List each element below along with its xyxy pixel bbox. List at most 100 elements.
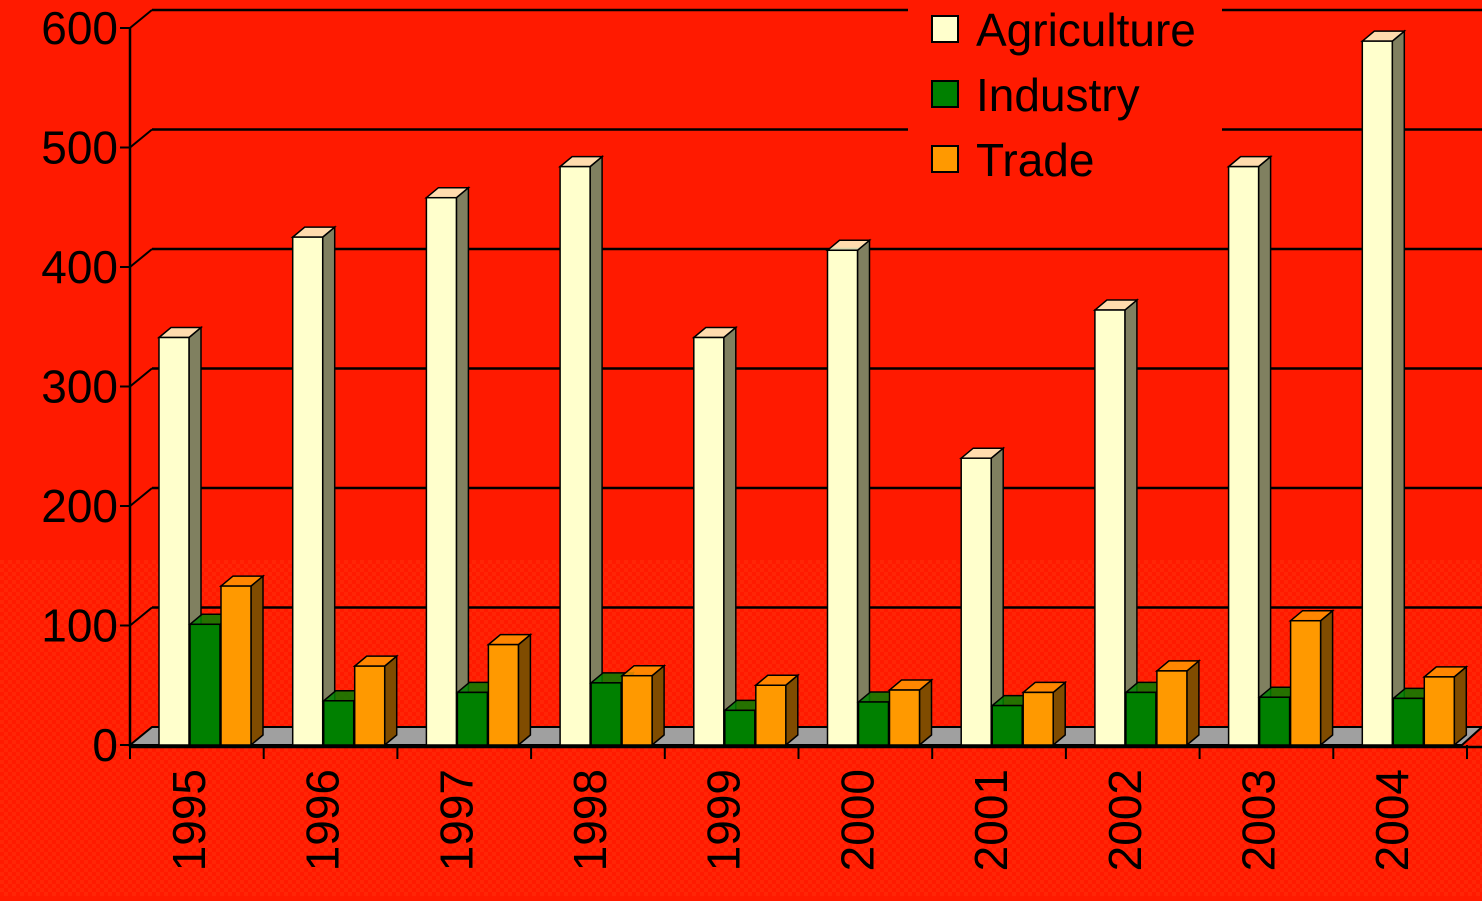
bar-side bbox=[1124, 298, 1138, 747]
bar-front bbox=[693, 336, 725, 746]
x-tick-label: 2004 bbox=[1366, 769, 1418, 871]
bar-agriculture-1995 bbox=[156, 325, 204, 747]
bar-trade-2002 bbox=[1154, 659, 1201, 747]
gridline-diagonal bbox=[129, 9, 153, 29]
y-tick-label: 600 bbox=[41, 2, 118, 54]
bar-side bbox=[321, 225, 336, 747]
bar-side bbox=[455, 186, 470, 747]
bar-trade-1996 bbox=[352, 654, 399, 747]
legend-swatch bbox=[931, 145, 959, 173]
x-tick-label: 1998 bbox=[564, 769, 616, 871]
bar-trade-1998 bbox=[620, 664, 667, 747]
bar-agriculture-2002 bbox=[1092, 298, 1139, 747]
bar-trade-1999 bbox=[753, 673, 800, 747]
gridline-diagonal bbox=[129, 487, 153, 507]
bar-front bbox=[1156, 670, 1188, 746]
bar-agriculture-1997 bbox=[424, 186, 471, 747]
bar-front bbox=[425, 196, 458, 746]
bar-agriculture-2000 bbox=[825, 238, 872, 747]
bar-front bbox=[1289, 619, 1322, 746]
bar-side bbox=[1186, 659, 1200, 747]
bars bbox=[156, 29, 1469, 747]
bar-agriculture-2001 bbox=[959, 446, 1006, 747]
bar-front bbox=[291, 236, 324, 746]
bar-trade-2003 bbox=[1288, 609, 1335, 747]
y-tick-label: 200 bbox=[41, 480, 118, 532]
gridline-diagonal bbox=[129, 367, 153, 388]
bar-side bbox=[589, 155, 603, 747]
bar-front bbox=[590, 682, 622, 746]
bar-front bbox=[1392, 697, 1425, 746]
bar-agriculture-1998 bbox=[558, 155, 605, 747]
bar-front bbox=[456, 691, 489, 746]
gridline-diagonal bbox=[129, 606, 153, 627]
bar-side bbox=[517, 633, 532, 747]
legend-box bbox=[908, 0, 1222, 190]
bar-side bbox=[856, 238, 871, 747]
x-tick-label: 1997 bbox=[430, 769, 482, 871]
y-tick-label: 300 bbox=[41, 361, 118, 413]
bar-front bbox=[1125, 691, 1157, 746]
x-tick-label: 1999 bbox=[698, 769, 750, 871]
bar-side bbox=[918, 678, 933, 747]
bar-front bbox=[1423, 676, 1456, 746]
x-tick-label: 1995 bbox=[163, 769, 215, 871]
bar-front bbox=[888, 689, 921, 746]
bar-side bbox=[1453, 665, 1468, 747]
bar-side bbox=[1391, 29, 1406, 747]
bar-front bbox=[353, 665, 386, 746]
bar-agriculture-2004 bbox=[1360, 29, 1407, 747]
bar-front bbox=[1094, 309, 1126, 746]
bar-front bbox=[1227, 165, 1260, 746]
bar-trade-2001 bbox=[1021, 680, 1068, 747]
legend-swatch bbox=[931, 80, 959, 108]
y-tick-label: 400 bbox=[41, 241, 118, 293]
bar-side bbox=[383, 654, 398, 747]
bar-front bbox=[487, 643, 520, 746]
bar-agriculture-1996 bbox=[290, 225, 337, 747]
legend-label: Trade bbox=[976, 134, 1094, 186]
bar-front bbox=[189, 623, 221, 746]
legend: Agriculture Industry Trade bbox=[908, 0, 1222, 190]
x-tick-label: 1996 bbox=[297, 769, 349, 871]
bar-front bbox=[220, 585, 252, 746]
bar-front bbox=[1361, 40, 1394, 746]
y-tick-label: 0 bbox=[92, 719, 118, 771]
bar-front bbox=[559, 165, 591, 746]
legend-label: Industry bbox=[976, 69, 1140, 121]
y-tick-label: 100 bbox=[41, 600, 118, 652]
bar-trade-2004 bbox=[1422, 665, 1469, 747]
bar-front bbox=[826, 249, 859, 746]
legend-label: Agriculture bbox=[976, 4, 1196, 56]
axes: 0 100 200 300 400 500 600 1995 1996 1997 1998 1999 2… bbox=[41, 2, 1482, 871]
bar-trade-1995 bbox=[218, 574, 266, 747]
bar-front bbox=[857, 701, 890, 746]
y-tick-label: 500 bbox=[41, 122, 118, 174]
legend-swatch bbox=[931, 15, 959, 43]
bar-agriculture-2003 bbox=[1226, 155, 1273, 747]
bar-side bbox=[250, 574, 264, 747]
gridline-diagonal bbox=[129, 128, 153, 149]
bar-trade-2000 bbox=[887, 678, 934, 747]
bar-front bbox=[724, 709, 756, 746]
x-tick-label: 2001 bbox=[965, 769, 1017, 871]
bar-front bbox=[991, 704, 1023, 746]
bar-agriculture-1999 bbox=[691, 325, 738, 747]
bar-front bbox=[158, 336, 190, 746]
bar-front bbox=[1022, 691, 1054, 746]
bar-side bbox=[785, 673, 799, 747]
bar-side bbox=[1319, 609, 1334, 747]
bar-front bbox=[755, 684, 787, 746]
x-tick-label: 2003 bbox=[1232, 769, 1284, 871]
bar-front bbox=[960, 457, 992, 746]
bar-side bbox=[723, 325, 737, 747]
gridline-diagonal bbox=[129, 248, 153, 268]
bar-front bbox=[322, 700, 355, 746]
bar-front bbox=[1258, 696, 1291, 746]
bar-side bbox=[1257, 155, 1272, 747]
bar-trade-1997 bbox=[486, 633, 533, 747]
x-tick-label: 2002 bbox=[1099, 769, 1151, 871]
x-tick-label: 2000 bbox=[831, 769, 883, 871]
